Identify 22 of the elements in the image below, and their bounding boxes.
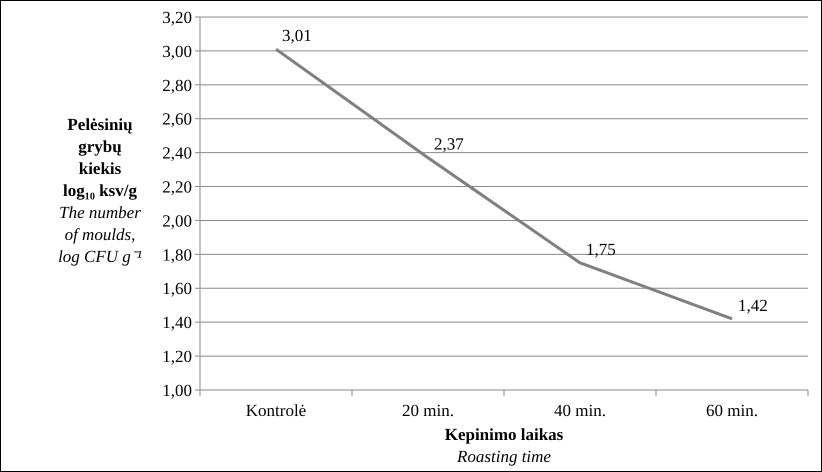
- y-tick-label: 2,00: [162, 211, 192, 230]
- data-label: 2,37: [434, 134, 464, 154]
- data-label: 3,01: [282, 26, 312, 46]
- data-label: 1,75: [586, 240, 616, 259]
- y-tick-label: 2,60: [162, 110, 192, 129]
- data-label: 1,42: [738, 296, 768, 315]
- y-tick-label: 1,00: [162, 380, 192, 400]
- y-tick-label: 2,40: [162, 144, 192, 163]
- y-tick-label: 1,80: [162, 245, 192, 264]
- x-tick-label: 60 min.: [706, 401, 758, 420]
- y-tick-label: 2,20: [162, 177, 192, 196]
- y-axis-title: Pelėsinių grybų kiekis log₁₀ ksv/g The number of moulds, log CFU g⁻¹: [58, 115, 142, 266]
- y-tick-label: 1,20: [162, 347, 192, 366]
- x-tick-label: 40 min.: [554, 401, 606, 420]
- y-tick-label: 1,40: [162, 313, 192, 332]
- x-axis-title: Kepinimo laikas Roasting time: [444, 425, 564, 466]
- y-tick-label: 3,00: [162, 42, 192, 61]
- y-tick-label: 3,20: [162, 8, 192, 27]
- x-tick-label: Kontrolė: [246, 401, 306, 420]
- y-tick-label: 1,60: [162, 279, 192, 298]
- x-tick-label: 20 min.: [402, 401, 454, 420]
- y-tick-label: 2,80: [162, 76, 192, 95]
